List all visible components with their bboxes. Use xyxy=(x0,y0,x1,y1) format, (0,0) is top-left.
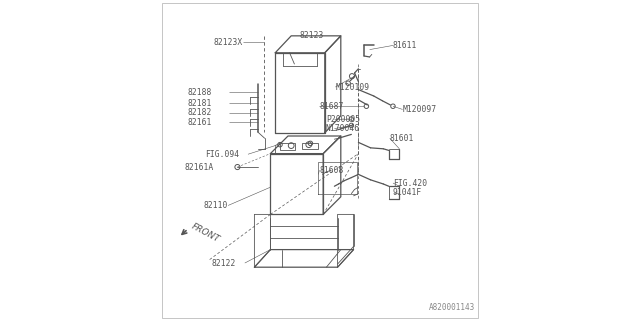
Bar xyxy=(280,143,296,150)
Text: FIG.420: FIG.420 xyxy=(393,179,427,188)
Text: 82123X: 82123X xyxy=(213,38,243,47)
Polygon shape xyxy=(270,136,340,154)
Text: 81601: 81601 xyxy=(390,134,414,143)
Text: 91041F: 91041F xyxy=(393,188,422,197)
Text: 82161A: 82161A xyxy=(184,163,214,172)
Text: 81608: 81608 xyxy=(319,166,344,175)
Text: 82110: 82110 xyxy=(204,201,228,210)
Polygon shape xyxy=(338,214,354,267)
Text: M120097: M120097 xyxy=(403,105,436,114)
Text: P200005: P200005 xyxy=(326,115,360,124)
Polygon shape xyxy=(270,154,323,214)
Text: N170046: N170046 xyxy=(326,124,360,133)
Polygon shape xyxy=(275,36,340,53)
Text: 81687: 81687 xyxy=(319,102,344,111)
Text: 81611: 81611 xyxy=(393,41,417,50)
Polygon shape xyxy=(275,53,325,133)
Polygon shape xyxy=(325,36,340,133)
Text: A820001143: A820001143 xyxy=(429,303,475,312)
Text: 82122: 82122 xyxy=(212,259,236,268)
Bar xyxy=(302,143,317,149)
Text: 82182: 82182 xyxy=(188,108,212,117)
Polygon shape xyxy=(254,250,354,267)
Polygon shape xyxy=(323,136,340,214)
Text: 82161: 82161 xyxy=(188,118,212,127)
Text: 82188: 82188 xyxy=(188,88,212,97)
Text: FIG.094: FIG.094 xyxy=(205,150,239,159)
Text: M120109: M120109 xyxy=(335,83,369,92)
FancyBboxPatch shape xyxy=(161,3,479,318)
Text: 82123: 82123 xyxy=(300,31,324,40)
Text: 82181: 82181 xyxy=(188,99,212,108)
Polygon shape xyxy=(254,214,270,267)
Text: FRONT: FRONT xyxy=(189,222,221,244)
